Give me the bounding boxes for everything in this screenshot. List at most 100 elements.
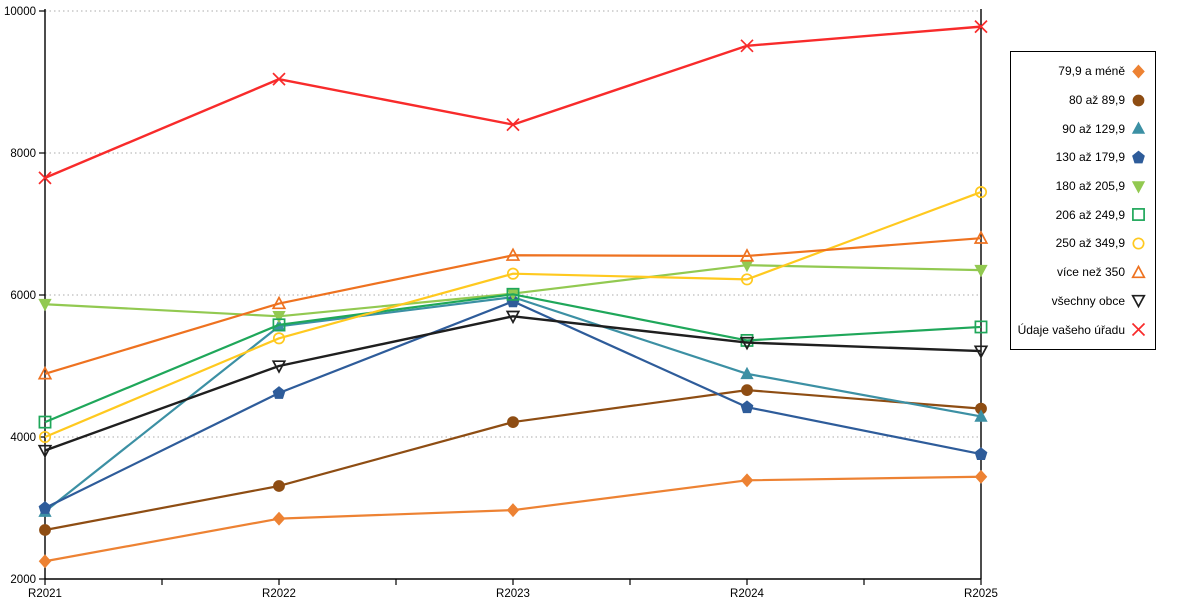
circle-marker-icon bbox=[1132, 237, 1145, 250]
legend-item-1: 79,9 a méně bbox=[1015, 63, 1147, 80]
pentagon-marker-icon bbox=[38, 501, 52, 514]
legend-marker-icon bbox=[1131, 264, 1146, 278]
circle-marker-icon bbox=[273, 480, 285, 492]
series-line-8 bbox=[44, 237, 982, 375]
x-marker-icon bbox=[272, 72, 286, 86]
circle-marker-icon bbox=[39, 524, 51, 536]
x-marker-icon bbox=[740, 39, 754, 53]
triangle-up-marker-icon bbox=[1131, 121, 1146, 135]
y-tick-label: 2000 bbox=[10, 574, 36, 586]
square-marker-icon bbox=[740, 333, 754, 347]
circle-marker-icon bbox=[507, 416, 519, 428]
legend-marker-icon bbox=[1131, 121, 1146, 135]
legend-label: Údaje vašeho úřadu bbox=[1017, 322, 1125, 337]
legend-label: 180 až 205,9 bbox=[1055, 179, 1125, 194]
legend-marker-icon bbox=[1132, 208, 1145, 222]
triangle-up-marker-icon bbox=[974, 409, 988, 422]
legend-marker-icon bbox=[1132, 94, 1145, 106]
pentagon-marker-icon bbox=[740, 400, 754, 414]
diamond-marker-icon bbox=[506, 503, 520, 518]
series-line-9 bbox=[44, 315, 982, 452]
square-marker-icon bbox=[272, 318, 286, 332]
legend-item-3: 90 až 129,9 bbox=[1015, 120, 1147, 137]
triangle-down-marker-icon bbox=[272, 310, 286, 324]
triangle-down-marker-icon bbox=[505, 310, 521, 325]
triangle-down-marker-icon bbox=[37, 444, 53, 459]
diamond-marker-icon bbox=[740, 473, 754, 488]
series-line-6 bbox=[44, 293, 982, 424]
x-marker-icon bbox=[38, 171, 52, 185]
triangle-up-marker-icon bbox=[37, 366, 53, 380]
legend-label: všechny obce bbox=[1051, 293, 1125, 308]
legend-item-5: 180 až 205,9 bbox=[1015, 178, 1147, 195]
triangle-down-marker-icon bbox=[973, 345, 989, 359]
legend-marker-icon bbox=[1131, 322, 1146, 337]
legend-item-2: 80 až 89,9 bbox=[1015, 92, 1147, 109]
triangle-down-marker-icon bbox=[739, 336, 755, 351]
y-tick-label: 10000 bbox=[4, 6, 36, 18]
square-marker-icon bbox=[38, 415, 52, 429]
pentagon-marker-icon bbox=[272, 386, 286, 399]
legend: 79,9 a méně 80 až 89,9 90 až 129,9 130 až 1… bbox=[1010, 51, 1156, 350]
y-tick-label: 4000 bbox=[10, 432, 36, 444]
x-tick-label: R2021 bbox=[28, 588, 62, 600]
legend-item-6: 206 až 249,9 bbox=[1015, 206, 1147, 223]
square-marker-icon bbox=[974, 320, 988, 334]
diamond-marker-icon bbox=[1132, 64, 1145, 79]
legend-label: 80 až 89,9 bbox=[1068, 93, 1125, 108]
triangle-up-marker-icon bbox=[973, 230, 989, 244]
triangle-down-marker-icon bbox=[1131, 180, 1146, 194]
legend-marker-icon bbox=[1131, 295, 1146, 309]
triangle-up-marker-icon bbox=[271, 295, 287, 310]
x-marker-icon bbox=[974, 20, 988, 34]
x-tick-label: R2022 bbox=[262, 588, 296, 600]
circle-marker-icon bbox=[506, 267, 520, 280]
legend-label: 130 až 179,9 bbox=[1055, 150, 1125, 165]
square-marker-icon bbox=[506, 287, 520, 301]
series-line-10 bbox=[44, 25, 982, 179]
circle-marker-icon bbox=[741, 384, 753, 397]
pentagon-marker-icon bbox=[1132, 150, 1145, 164]
legend-label: 90 až 129,9 bbox=[1062, 121, 1125, 136]
legend-label: 79,9 a méně bbox=[1058, 64, 1125, 79]
pentagon-marker-icon bbox=[974, 447, 988, 460]
triangle-down-marker-icon bbox=[271, 360, 287, 374]
circle-marker-icon bbox=[974, 186, 988, 199]
legend-item-7: 250 až 349,9 bbox=[1015, 235, 1147, 252]
circle-marker-icon bbox=[1132, 94, 1145, 106]
legend-label: více než 350 bbox=[1056, 265, 1125, 280]
legend-marker-icon bbox=[1132, 237, 1145, 250]
circle-marker-icon bbox=[740, 273, 754, 286]
legend-item-10: Údaje vašeho úřadu bbox=[1015, 321, 1147, 338]
x-tick-label: R2024 bbox=[730, 588, 764, 600]
legend-label: 250 až 349,9 bbox=[1055, 236, 1125, 251]
triangle-up-marker-icon bbox=[739, 248, 755, 262]
triangle-up-marker-icon bbox=[740, 366, 754, 380]
y-tick-label: 8000 bbox=[10, 148, 36, 160]
legend-label: 206 až 249,9 bbox=[1055, 207, 1125, 222]
series-line-1 bbox=[44, 475, 982, 563]
diamond-marker-icon bbox=[272, 511, 286, 526]
diamond-marker-icon bbox=[38, 554, 52, 569]
x-marker-icon bbox=[1131, 322, 1146, 337]
x-tick-label: R2025 bbox=[964, 588, 998, 600]
legend-item-4: 130 až 179,9 bbox=[1015, 149, 1147, 166]
legend-item-8: více než 350 bbox=[1015, 264, 1147, 281]
legend-marker-icon bbox=[1132, 64, 1145, 79]
triangle-down-marker-icon bbox=[974, 264, 988, 278]
circle-marker-icon bbox=[272, 332, 286, 345]
triangle-down-marker-icon bbox=[38, 298, 52, 312]
y-tick-label: 6000 bbox=[10, 290, 36, 302]
legend-item-9: všechny obce bbox=[1015, 292, 1147, 309]
x-marker-icon bbox=[506, 117, 520, 132]
square-marker-icon bbox=[1132, 208, 1145, 222]
legend-marker-icon bbox=[1131, 180, 1146, 194]
triangle-up-marker-icon bbox=[1131, 264, 1146, 278]
circle-marker-icon bbox=[38, 430, 52, 444]
legend-marker-icon bbox=[1132, 150, 1145, 164]
diamond-marker-icon bbox=[974, 469, 988, 484]
x-tick-label: R2023 bbox=[496, 588, 530, 600]
triangle-down-marker-icon bbox=[1131, 295, 1146, 309]
